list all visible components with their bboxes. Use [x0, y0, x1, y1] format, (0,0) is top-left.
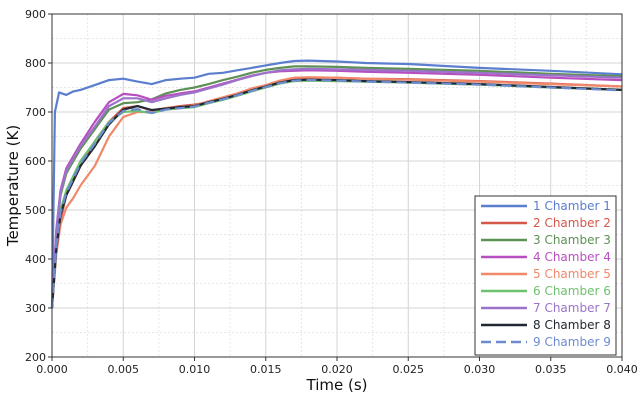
x-tick-label: 0.030 — [464, 363, 496, 376]
y-tick-label: 600 — [25, 155, 46, 168]
x-tick-label: 0.040 — [606, 363, 638, 376]
x-tick-label: 0.005 — [108, 363, 140, 376]
series-line-1 — [50, 59, 623, 309]
legend-entry-label: 5 Chamber 5 — [533, 267, 611, 281]
x-tick-label: 0.000 — [36, 363, 68, 376]
series-layer — [50, 59, 623, 309]
legend-entry-label: 6 Chamber 6 — [533, 284, 611, 298]
series-line-7 — [50, 67, 623, 309]
legend: 1 Chamber 1 2 Chamber 2 3 Chamber 3 4 Chamb… — [474, 195, 617, 356]
y-tick-label: 500 — [25, 204, 46, 217]
y-tick-label: 800 — [25, 57, 46, 70]
x-tick-label: 0.015 — [250, 363, 282, 376]
y-tick-label: 200 — [25, 351, 46, 364]
y-tick-label: 700 — [25, 106, 46, 119]
x-tick-label: 0.035 — [535, 363, 567, 376]
series-line-3 — [50, 65, 623, 309]
y-tick-label: 300 — [25, 302, 46, 315]
legend-entry-label: 4 Chamber 4 — [533, 250, 611, 264]
y-axis-ticks: 200 300 400 500 600 700 800 900 — [25, 8, 52, 364]
series-line-9 — [50, 78, 623, 309]
x-tick-label: 0.025 — [393, 363, 425, 376]
legend-entry-label: 8 Chamber 8 — [533, 318, 611, 332]
legend-entry-label: 3 Chamber 3 — [533, 233, 611, 247]
x-axis-label: Time (s) — [306, 376, 368, 394]
legend-entry-label: 7 Chamber 7 — [533, 301, 611, 315]
legend-entry-label: 2 Chamber 2 — [533, 216, 611, 230]
y-tick-label: 900 — [25, 8, 46, 21]
legend-entry-label: 1 Chamber 1 — [533, 199, 611, 213]
x-tick-label: 0.020 — [321, 363, 353, 376]
x-axis-ticks: 0.000 0.005 0.010 0.015 0.020 0.025 0.030 0.035… — [36, 357, 638, 376]
y-tick-label: 400 — [25, 253, 46, 266]
legend-entry-label: 9 Chamber 9 — [533, 335, 611, 349]
x-tick-label: 0.010 — [179, 363, 211, 376]
y-axis-label: Temperature (K) — [4, 125, 22, 247]
